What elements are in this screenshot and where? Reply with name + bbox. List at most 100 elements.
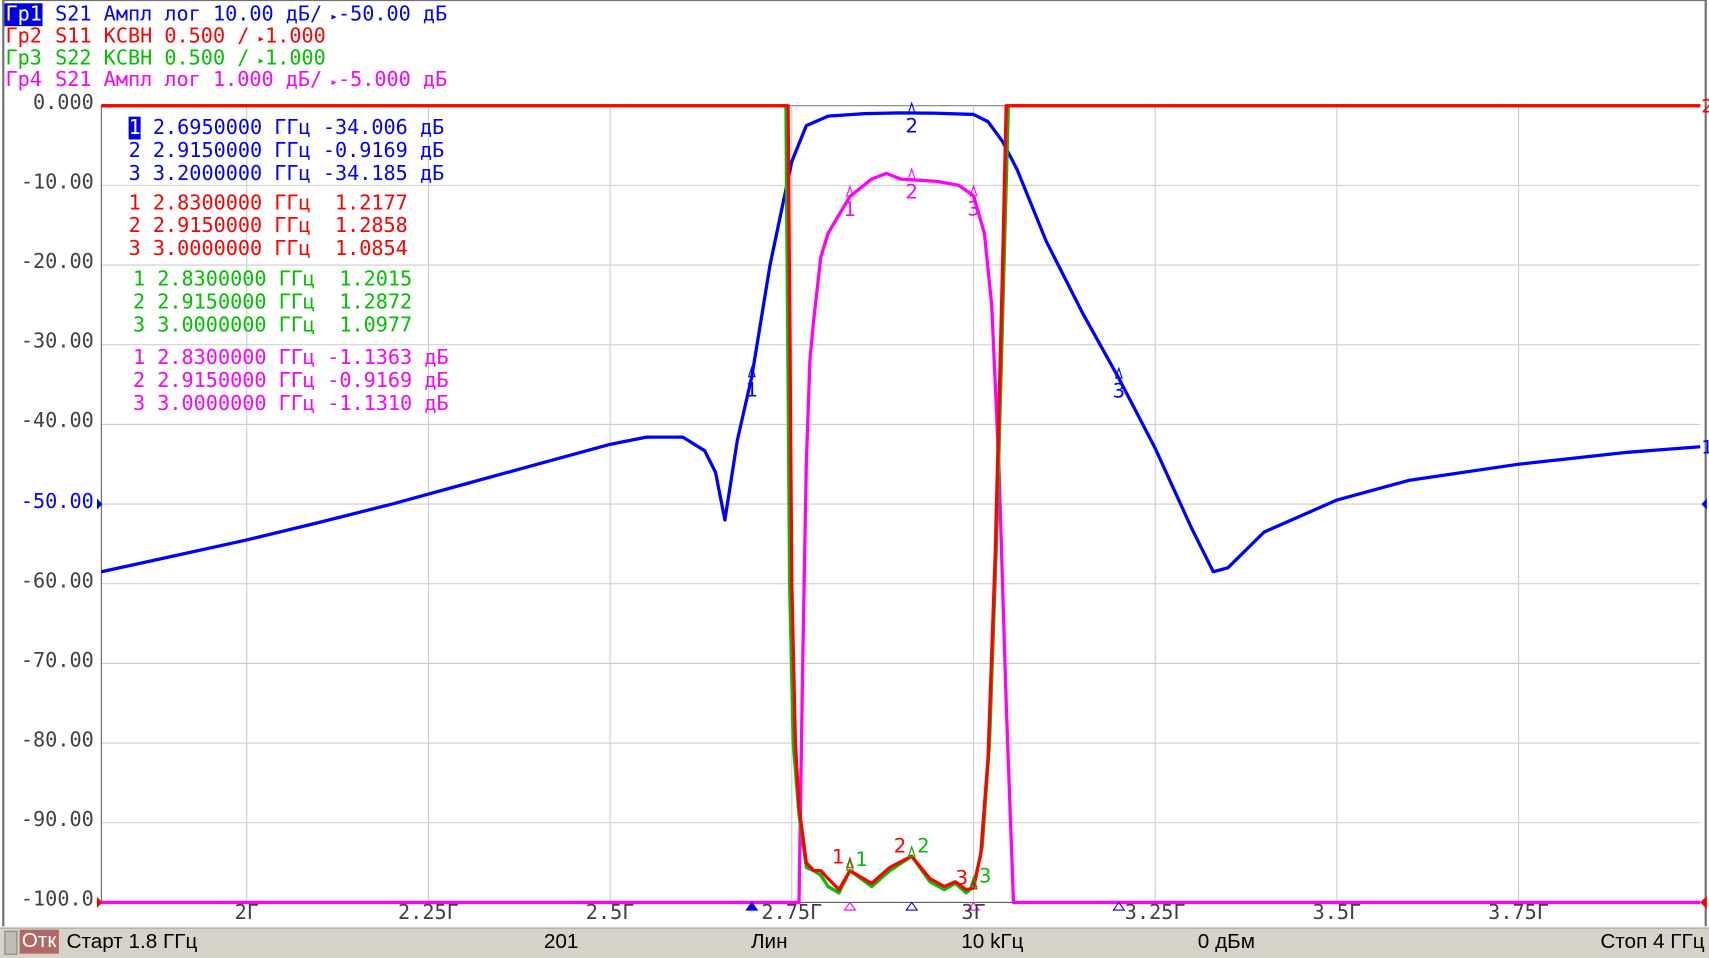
marker-label: 3	[1113, 380, 1125, 403]
spacer	[311, 117, 323, 140]
x-tick-label: 2Г	[234, 901, 259, 925]
spacer	[315, 347, 327, 370]
marker-row[interactable]: 2 2.9150000 ГГц 1.2872	[133, 291, 412, 314]
marker-number: 2	[132, 369, 146, 393]
marker-number: 3	[132, 392, 146, 416]
chart-plot[interactable]: 12312312312321	[0, 0, 1709, 926]
trace-format: Ампл лог	[103, 68, 201, 92]
trace-end-label: 1	[1701, 437, 1709, 458]
marker-value: -1.1310 дБ	[327, 392, 449, 416]
marker-row[interactable]: 3 3.0000000 ГГц 1.0854	[129, 238, 408, 261]
ref-arrow-icon: ▸	[249, 30, 266, 46]
marker-number: 2	[128, 214, 141, 238]
spacer	[145, 347, 157, 370]
marker-frequency: 3.0000000 ГГц	[152, 237, 311, 261]
marker-row[interactable]: 3 3.0000000 ГГц -1.1310 дБ	[133, 392, 449, 415]
spacer	[141, 238, 153, 261]
marker-value: 1.2177	[322, 191, 408, 215]
status-stop[interactable]: Стоп 4 ГГц	[1600, 930, 1705, 954]
x-tick-label: 3.25Г	[1124, 901, 1186, 925]
y-tick-label: -50.00	[20, 489, 94, 513]
marker-label: 3	[956, 866, 968, 889]
marker-value: 1.2015	[327, 268, 413, 292]
marker-frequency: 2.6950000 ГГц	[152, 116, 311, 140]
y-tick-label: -40.00	[20, 410, 94, 434]
marker-label: 1	[844, 198, 856, 221]
trace-reference: 1.000	[265, 25, 326, 48]
marker-number: 1	[128, 116, 141, 140]
trace-parameter: S21	[55, 68, 92, 92]
trace-reference: -50.00 дБ	[337, 3, 448, 27]
spacer	[145, 314, 157, 337]
status-mode[interactable]: Отк	[19, 929, 59, 954]
trace-header-row[interactable]: Гр1 S21 Ампл лог 10.00 дБ/ ▸-50.00 дБ	[4, 3, 448, 27]
trace-scale: 10.00 дБ/	[212, 3, 323, 27]
reference-arrow-icon	[1700, 895, 1707, 909]
x-tick-label: 3.5Г	[1312, 901, 1362, 925]
status-points[interactable]: 201	[543, 930, 579, 954]
marker-label: 1	[855, 848, 867, 871]
marker-frequency: 2.9150000 ГГц	[157, 291, 316, 314]
y-tick-label: -20.00	[20, 250, 94, 274]
marker-row[interactable]: 3 3.2000000 ГГц -34.185 дБ	[129, 162, 445, 185]
chart-frame	[2, 0, 1707, 927]
spacer	[145, 392, 157, 415]
trace-header-row[interactable]: Гр3 S22 КСВН 0.500 / ▸1.000	[4, 46, 325, 71]
spacer	[315, 268, 327, 291]
trace-format: КСВН	[103, 25, 153, 48]
marker-number: 1	[128, 191, 141, 215]
trace-scale: 0.500 /	[164, 46, 250, 70]
trace-scale: 1.000 дБ/	[212, 68, 323, 92]
marker-row[interactable]: 1 2.8300000 ГГц 1.2015	[133, 268, 412, 291]
x-tick-label: 2.25Г	[398, 901, 459, 925]
marker-row[interactable]: 2 2.9150000 ГГц -0.9169 дБ	[129, 140, 445, 163]
trace-format: КСВН	[103, 46, 153, 70]
status-start[interactable]: Старт 1.8 ГГц	[66, 930, 198, 954]
y-tick-label: -80.00	[20, 728, 94, 752]
trace-reference: -5.000 дБ	[337, 68, 448, 92]
marker-frequency: 2.8300000 ГГц	[157, 268, 316, 292]
trace-parameter: S11	[55, 25, 92, 48]
trace-tag: Гр1	[4, 3, 43, 27]
trace-format: Ампл лог	[103, 3, 201, 27]
stimulus-marker-icon	[1112, 901, 1126, 911]
y-tick-label: -30.00	[20, 330, 94, 354]
y-tick-label: -70.00	[20, 649, 94, 673]
spacer	[311, 215, 323, 238]
spacer	[141, 117, 153, 140]
marker-row[interactable]: 1 2.8300000 ГГц 1.2177	[129, 192, 408, 215]
marker-number: 3	[128, 162, 141, 186]
status-bar: Отк Старт 1.8 ГГц 201 Лин 10 kГц 0 дБм С…	[0, 927, 1709, 958]
trace-header-row[interactable]: Гр4 S21 Ампл лог 1.000 дБ/ ▸-5.000 дБ	[4, 68, 448, 93]
trace-header-row[interactable]: Гр2 S11 КСВН 0.500 / ▸1.000	[4, 26, 325, 49]
marker-row[interactable]: 3 3.0000000 ГГц 1.0977	[133, 314, 412, 337]
trace-parameter: S22	[55, 46, 92, 70]
x-tick-label: 3Г	[961, 901, 986, 925]
spacer	[311, 238, 323, 261]
marker-row[interactable]: 2 2.9150000 ГГц 1.2858	[129, 215, 408, 238]
ref-arrow-icon: ▸	[322, 74, 338, 90]
spacer	[315, 291, 327, 314]
marker-row[interactable]: 1 2.6950000 ГГц -34.006 дБ	[128, 116, 444, 140]
spacer	[145, 369, 157, 392]
marker-row[interactable]: 2 2.9150000 ГГц -0.9169 дБ	[133, 369, 449, 392]
marker-row[interactable]: 1 2.8300000 ГГц -1.1363 дБ	[133, 347, 449, 370]
status-ifbw[interactable]: 10 kГц	[961, 930, 1024, 954]
status-grip[interactable]	[4, 930, 18, 955]
x-tick-label: 2.75Г	[761, 901, 823, 925]
marker-label: 1	[832, 845, 844, 868]
ref-arrow-icon: ▸	[249, 52, 266, 68]
status-power[interactable]: 0 дБм	[1197, 930, 1255, 954]
marker-triangle-icon	[907, 167, 916, 180]
marker-frequency: 3.2000000 ГГц	[152, 162, 311, 186]
stimulus-marker-icon	[843, 901, 857, 911]
status-sweep-type[interactable]: Лин	[750, 930, 788, 954]
spacer	[141, 215, 153, 238]
trace-line	[101, 171, 1701, 905]
marker-number: 2	[132, 291, 146, 314]
marker-label: 1	[746, 378, 758, 401]
spacer	[311, 192, 323, 215]
marker-number: 1	[132, 268, 146, 292]
marker-value: -0.9169 дБ	[327, 369, 449, 393]
stimulus-marker-icon	[745, 901, 759, 911]
